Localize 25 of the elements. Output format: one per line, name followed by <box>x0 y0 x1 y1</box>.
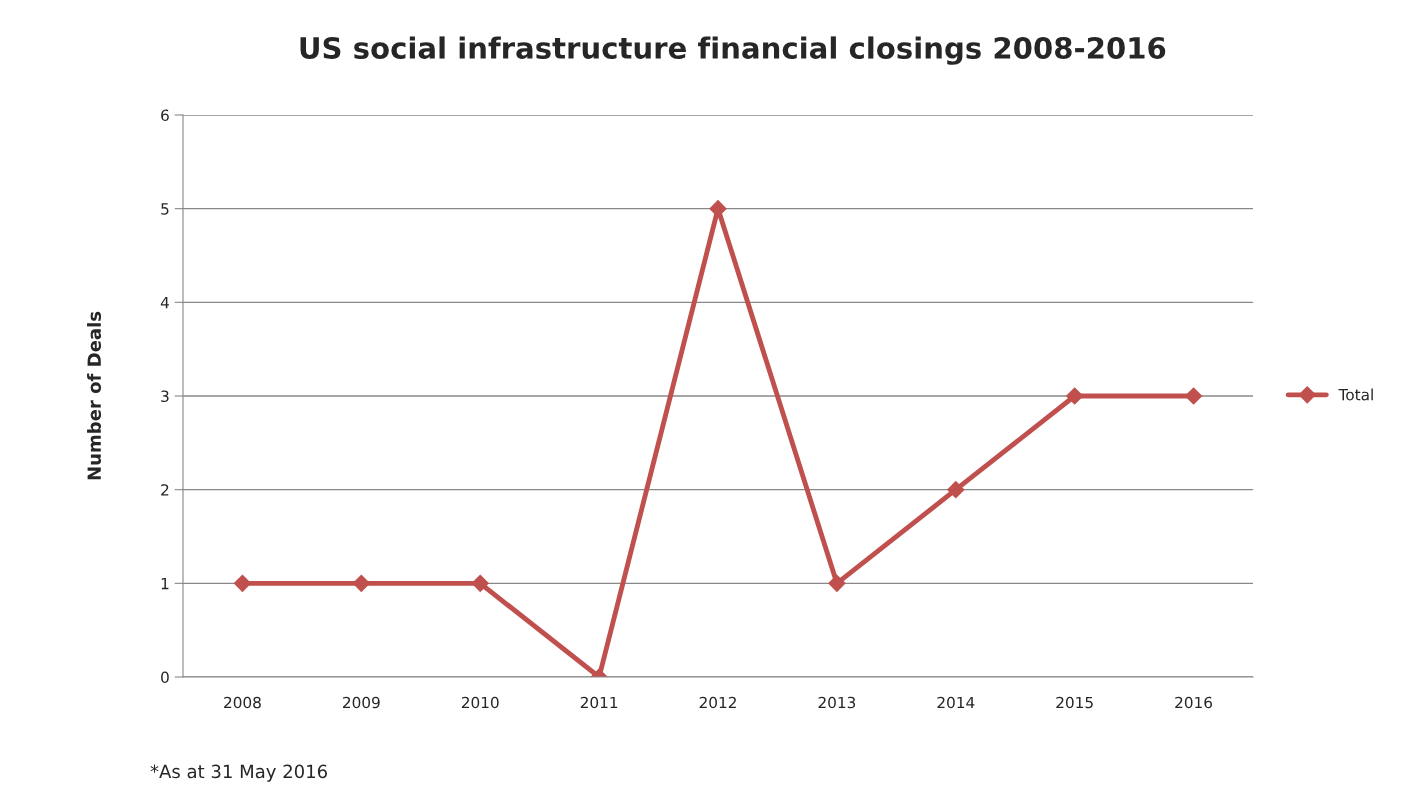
chart-title: US social infrastructure financial closings 2008-2016 <box>300 36 1166 65</box>
x-tick-label: 2015 <box>1056 696 1093 709</box>
x-tick-label: 2014 <box>937 696 975 709</box>
x-tick-label: 2008 <box>224 696 261 709</box>
x-tick-label: 2009 <box>343 696 380 709</box>
y-tick-label: 5 <box>161 203 169 215</box>
legend-label: Total <box>1338 388 1373 401</box>
x-tick-label: 2013 <box>818 696 856 709</box>
point <box>471 574 490 593</box>
x-tick-label: 2012 <box>699 696 736 709</box>
x-tick-label: 2010 <box>461 696 499 709</box>
x-tick-label: 2011 <box>580 696 618 709</box>
y-tick-label: 2 <box>161 484 169 496</box>
y-tick-label: 1 <box>161 578 169 590</box>
y-tick-label: 0 <box>161 671 169 684</box>
y-tick-label: 4 <box>160 297 169 309</box>
y-tick-label: 3 <box>161 390 169 403</box>
x-tick-label: 2016 <box>1175 696 1213 709</box>
y-axis-title: Number of Deals <box>87 311 102 480</box>
point <box>233 574 252 593</box>
point <box>946 480 965 499</box>
point <box>1065 387 1084 405</box>
point <box>828 574 846 593</box>
text: *As at 31 May 2016 <box>150 764 327 782</box>
y-tick-label: 6 <box>161 109 169 122</box>
